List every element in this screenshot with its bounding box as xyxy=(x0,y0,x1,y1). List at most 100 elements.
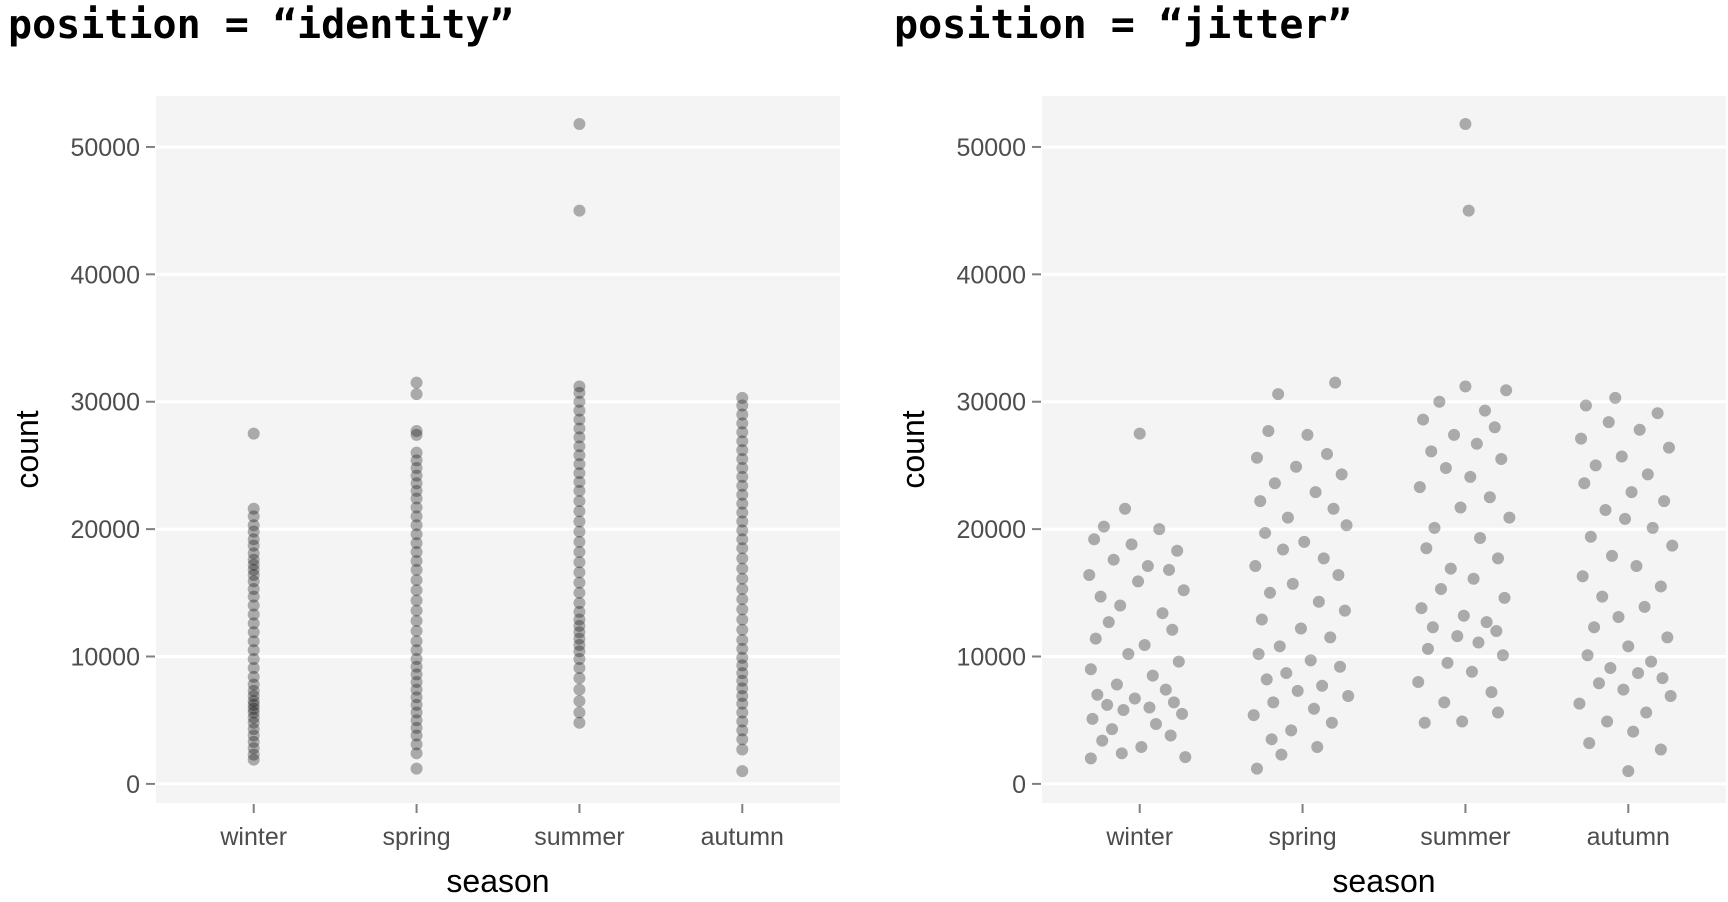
data-point xyxy=(736,408,749,421)
data-point xyxy=(1122,647,1135,660)
data-point xyxy=(573,661,586,674)
data-point xyxy=(247,626,260,639)
data-point xyxy=(736,642,749,655)
data-point xyxy=(1451,630,1464,643)
data-point xyxy=(1264,586,1276,599)
data-point xyxy=(1291,684,1304,697)
data-point xyxy=(1612,611,1625,624)
data-point xyxy=(573,597,586,610)
data-point xyxy=(1604,661,1617,674)
y-tick-label: 40000 xyxy=(70,261,140,289)
data-point xyxy=(247,575,260,588)
data-point xyxy=(410,537,423,550)
data-point xyxy=(573,586,586,599)
data-point xyxy=(1179,751,1192,764)
data-point xyxy=(1459,118,1472,131)
data-point xyxy=(1115,747,1128,760)
data-point xyxy=(1578,477,1591,490)
panel-background xyxy=(156,96,840,803)
data-point xyxy=(1633,423,1646,436)
data-point xyxy=(1503,511,1516,524)
data-point xyxy=(1438,696,1451,709)
data-point xyxy=(410,762,423,775)
data-point xyxy=(1340,519,1353,532)
data-point xyxy=(1459,380,1472,393)
data-point xyxy=(410,683,423,696)
data-point xyxy=(573,458,586,471)
data-point xyxy=(736,572,749,585)
data-point xyxy=(1654,580,1667,593)
data-point xyxy=(247,547,260,560)
identity-plot: 0 10000 20000 30000 40000 50000 winter spring su… xyxy=(9,96,840,899)
data-point xyxy=(1083,568,1096,581)
data-point xyxy=(573,380,586,393)
y-axis-title: count xyxy=(9,410,45,488)
data-point xyxy=(1268,477,1281,490)
data-point xyxy=(247,711,260,724)
data-point xyxy=(736,765,749,778)
data-point xyxy=(1254,495,1267,508)
data-point xyxy=(1495,453,1508,466)
data-point xyxy=(736,613,749,626)
data-point xyxy=(736,667,749,680)
data-point xyxy=(1247,709,1260,722)
y-tick-label: 50000 xyxy=(70,134,140,162)
data-point xyxy=(736,533,749,546)
data-point xyxy=(736,524,749,537)
data-point xyxy=(573,440,586,453)
data-point xyxy=(1166,623,1179,636)
data-point xyxy=(1110,678,1123,691)
data-point xyxy=(1448,428,1461,441)
data-point xyxy=(410,492,423,505)
data-point xyxy=(1259,526,1272,539)
data-point xyxy=(410,477,423,490)
data-point xyxy=(1661,631,1674,644)
data-point xyxy=(1596,590,1609,603)
data-point xyxy=(410,563,423,576)
data-point xyxy=(1084,663,1097,676)
data-point xyxy=(736,743,749,756)
data-point xyxy=(573,716,586,729)
data-point xyxy=(1250,762,1263,775)
data-point xyxy=(1625,486,1638,499)
data-point xyxy=(573,484,586,497)
data-point xyxy=(1584,530,1597,543)
data-point xyxy=(410,738,423,751)
data-point xyxy=(736,689,749,702)
data-point xyxy=(247,735,260,748)
data-point xyxy=(1576,570,1589,583)
data-point xyxy=(736,479,749,492)
data-point xyxy=(1101,698,1114,711)
data-point xyxy=(1106,723,1119,736)
data-point xyxy=(1153,523,1166,536)
identity-panel-title: position = “identity” xyxy=(8,2,514,48)
data-point xyxy=(736,453,749,466)
data-point xyxy=(1260,673,1273,686)
data-point xyxy=(1619,512,1632,525)
data-point xyxy=(247,608,260,621)
data-point xyxy=(573,413,586,426)
data-point xyxy=(736,461,749,474)
data-point xyxy=(736,562,749,575)
data-point xyxy=(1290,460,1303,473)
data-point xyxy=(1091,688,1104,701)
data-point xyxy=(736,715,749,728)
data-point xyxy=(1441,656,1454,669)
data-point xyxy=(247,533,260,546)
data-point xyxy=(1627,725,1640,738)
data-point xyxy=(1164,729,1177,742)
data-point xyxy=(1285,724,1298,737)
data-point xyxy=(573,626,586,639)
data-point xyxy=(1454,501,1467,514)
data-point xyxy=(1630,560,1643,573)
data-point xyxy=(736,582,749,595)
data-point xyxy=(1492,706,1504,719)
data-point xyxy=(1606,549,1618,562)
data-point xyxy=(1163,563,1176,576)
data-point xyxy=(410,484,423,497)
data-point xyxy=(1089,632,1102,645)
data-point xyxy=(736,633,749,646)
data-point xyxy=(1334,660,1347,673)
data-point xyxy=(410,388,423,401)
data-point xyxy=(1327,502,1340,515)
